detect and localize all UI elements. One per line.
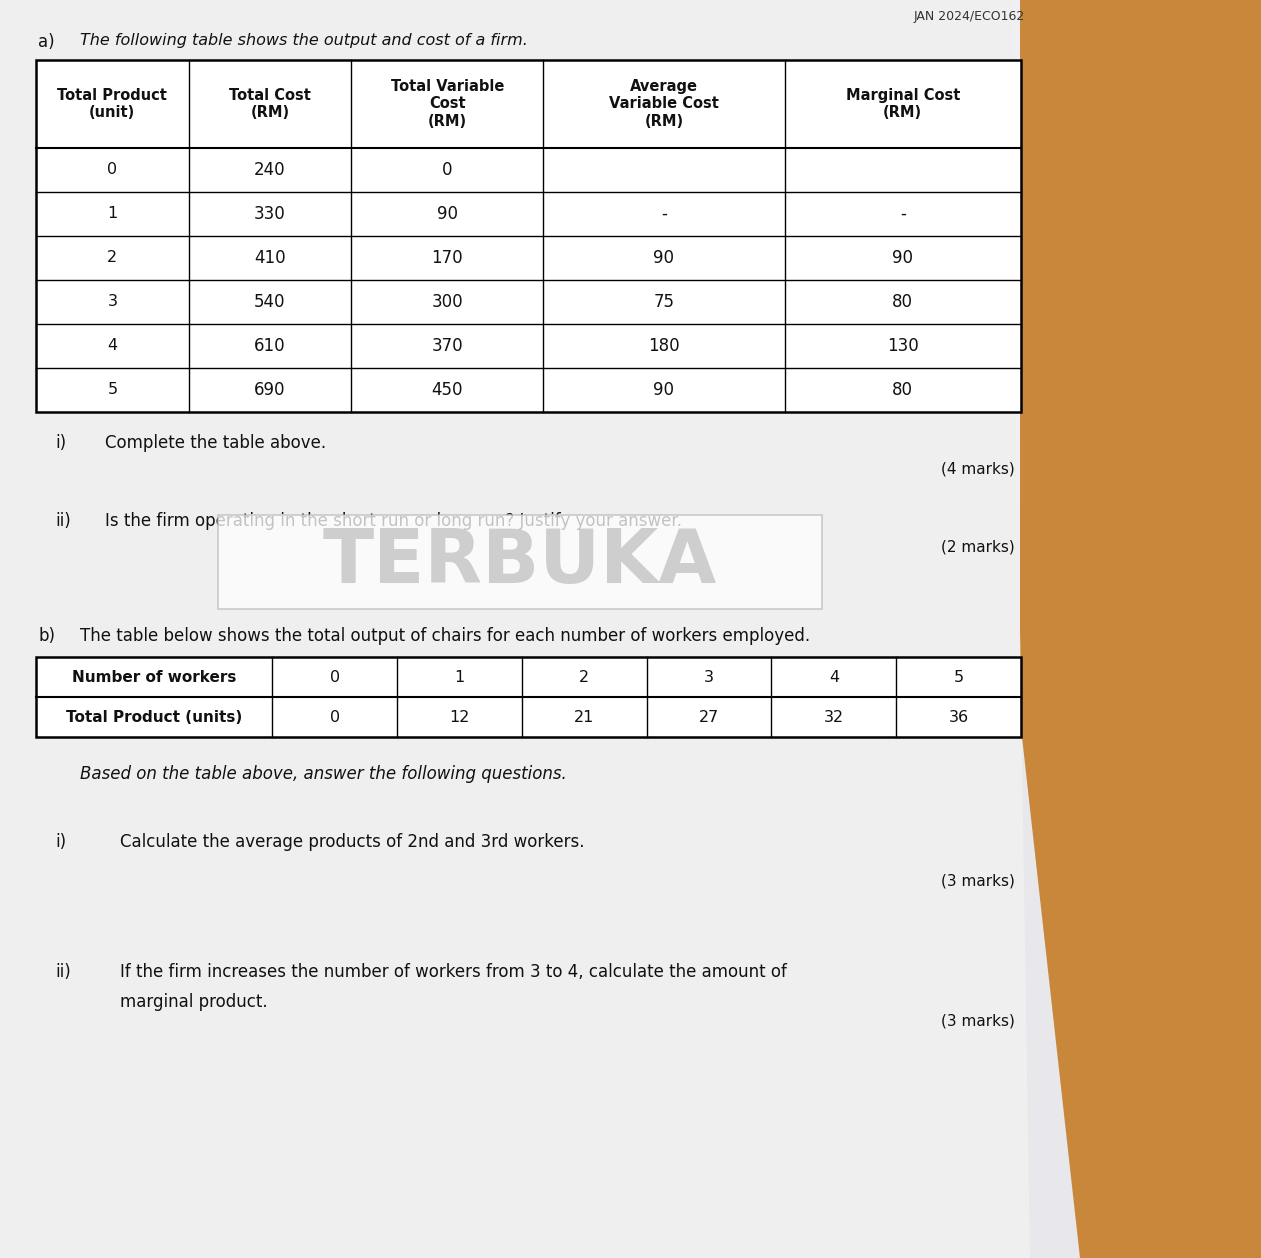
Text: Complete the table above.: Complete the table above.	[105, 434, 327, 452]
Text: 180: 180	[648, 337, 680, 355]
Text: (3 marks): (3 marks)	[941, 873, 1015, 888]
Text: 0: 0	[443, 161, 453, 179]
Bar	[37, 60, 1021, 413]
Text: 27: 27	[699, 710, 719, 725]
Text: 330: 330	[253, 205, 286, 223]
Text: 5: 5	[953, 669, 963, 684]
Text: 610: 610	[255, 337, 286, 355]
Text: The table below shows the total output of chairs for each number of workers empl: The table below shows the total output o…	[79, 626, 810, 645]
Polygon shape	[0, 0, 1030, 1258]
Text: 21: 21	[574, 710, 594, 725]
Text: 36: 36	[948, 710, 968, 725]
Text: Calculate the average products of 2nd and 3rd workers.: Calculate the average products of 2nd an…	[120, 833, 585, 850]
Text: 690: 690	[255, 381, 286, 399]
Text: (4 marks): (4 marks)	[941, 462, 1015, 477]
Text: 90: 90	[436, 205, 458, 223]
Bar	[37, 60, 1021, 413]
Text: 1: 1	[454, 669, 464, 684]
Polygon shape	[0, 0, 1020, 1258]
Text: a): a)	[38, 33, 54, 52]
Text: 370: 370	[431, 337, 463, 355]
Text: -: -	[900, 205, 905, 223]
Text: Based on the table above, answer the following questions.: Based on the table above, answer the fol…	[79, 765, 566, 782]
Text: 3: 3	[704, 669, 714, 684]
Text: 5: 5	[107, 382, 117, 398]
Text: 0: 0	[107, 162, 117, 177]
Text: If the firm increases the number of workers from 3 to 4, calculate the amount of: If the firm increases the number of work…	[120, 964, 787, 981]
Text: Total Product (units): Total Product (units)	[66, 710, 242, 725]
Text: 4: 4	[107, 338, 117, 353]
Text: ii): ii)	[55, 512, 71, 530]
FancyBboxPatch shape	[218, 515, 822, 609]
Text: 0: 0	[329, 710, 340, 725]
Text: 90: 90	[653, 249, 675, 267]
Text: 410: 410	[255, 249, 286, 267]
Text: 540: 540	[255, 293, 286, 311]
Text: 450: 450	[431, 381, 463, 399]
Text: Is the firm operating in the short run or long run? Justify your answer.: Is the firm operating in the short run o…	[105, 512, 682, 530]
Text: Total Product
(unit): Total Product (unit)	[58, 88, 168, 121]
Text: (2 marks): (2 marks)	[941, 540, 1015, 555]
Text: 2: 2	[107, 250, 117, 265]
Text: 32: 32	[823, 710, 844, 725]
Text: The following table shows the output and cost of a firm.: The following table shows the output and…	[79, 33, 528, 48]
Text: 240: 240	[255, 161, 286, 179]
Text: 1: 1	[107, 206, 117, 221]
Text: -: -	[661, 205, 667, 223]
Text: i): i)	[55, 434, 66, 452]
Text: TERBUKA: TERBUKA	[323, 526, 718, 599]
Text: 75: 75	[653, 293, 675, 311]
Text: Total Cost
(RM): Total Cost (RM)	[230, 88, 311, 121]
Text: 12: 12	[449, 710, 470, 725]
Text: 130: 130	[886, 337, 919, 355]
Text: 3: 3	[107, 294, 117, 309]
Text: 170: 170	[431, 249, 463, 267]
Text: 0: 0	[329, 669, 340, 684]
Bar	[37, 657, 1021, 737]
Text: ii): ii)	[55, 964, 71, 981]
Text: JAN 2024/ECO162: JAN 2024/ECO162	[914, 10, 1025, 23]
Bar	[37, 657, 1021, 737]
Polygon shape	[939, 0, 1261, 1258]
Text: 90: 90	[893, 249, 913, 267]
Text: Average
Variable Cost
(RM): Average Variable Cost (RM)	[609, 79, 719, 128]
Text: (3 marks): (3 marks)	[941, 1013, 1015, 1028]
Text: Total Variable
Cost
(RM): Total Variable Cost (RM)	[391, 79, 504, 128]
Text: Number of workers: Number of workers	[72, 669, 236, 684]
Text: 90: 90	[653, 381, 675, 399]
Text: 4: 4	[828, 669, 839, 684]
Text: b): b)	[38, 626, 55, 645]
Text: 80: 80	[893, 381, 913, 399]
Text: 300: 300	[431, 293, 463, 311]
Text: 80: 80	[893, 293, 913, 311]
Text: 2: 2	[579, 669, 589, 684]
Text: Marginal Cost
(RM): Marginal Cost (RM)	[846, 88, 960, 121]
Text: marginal product.: marginal product.	[120, 993, 267, 1011]
Text: i): i)	[55, 833, 66, 850]
